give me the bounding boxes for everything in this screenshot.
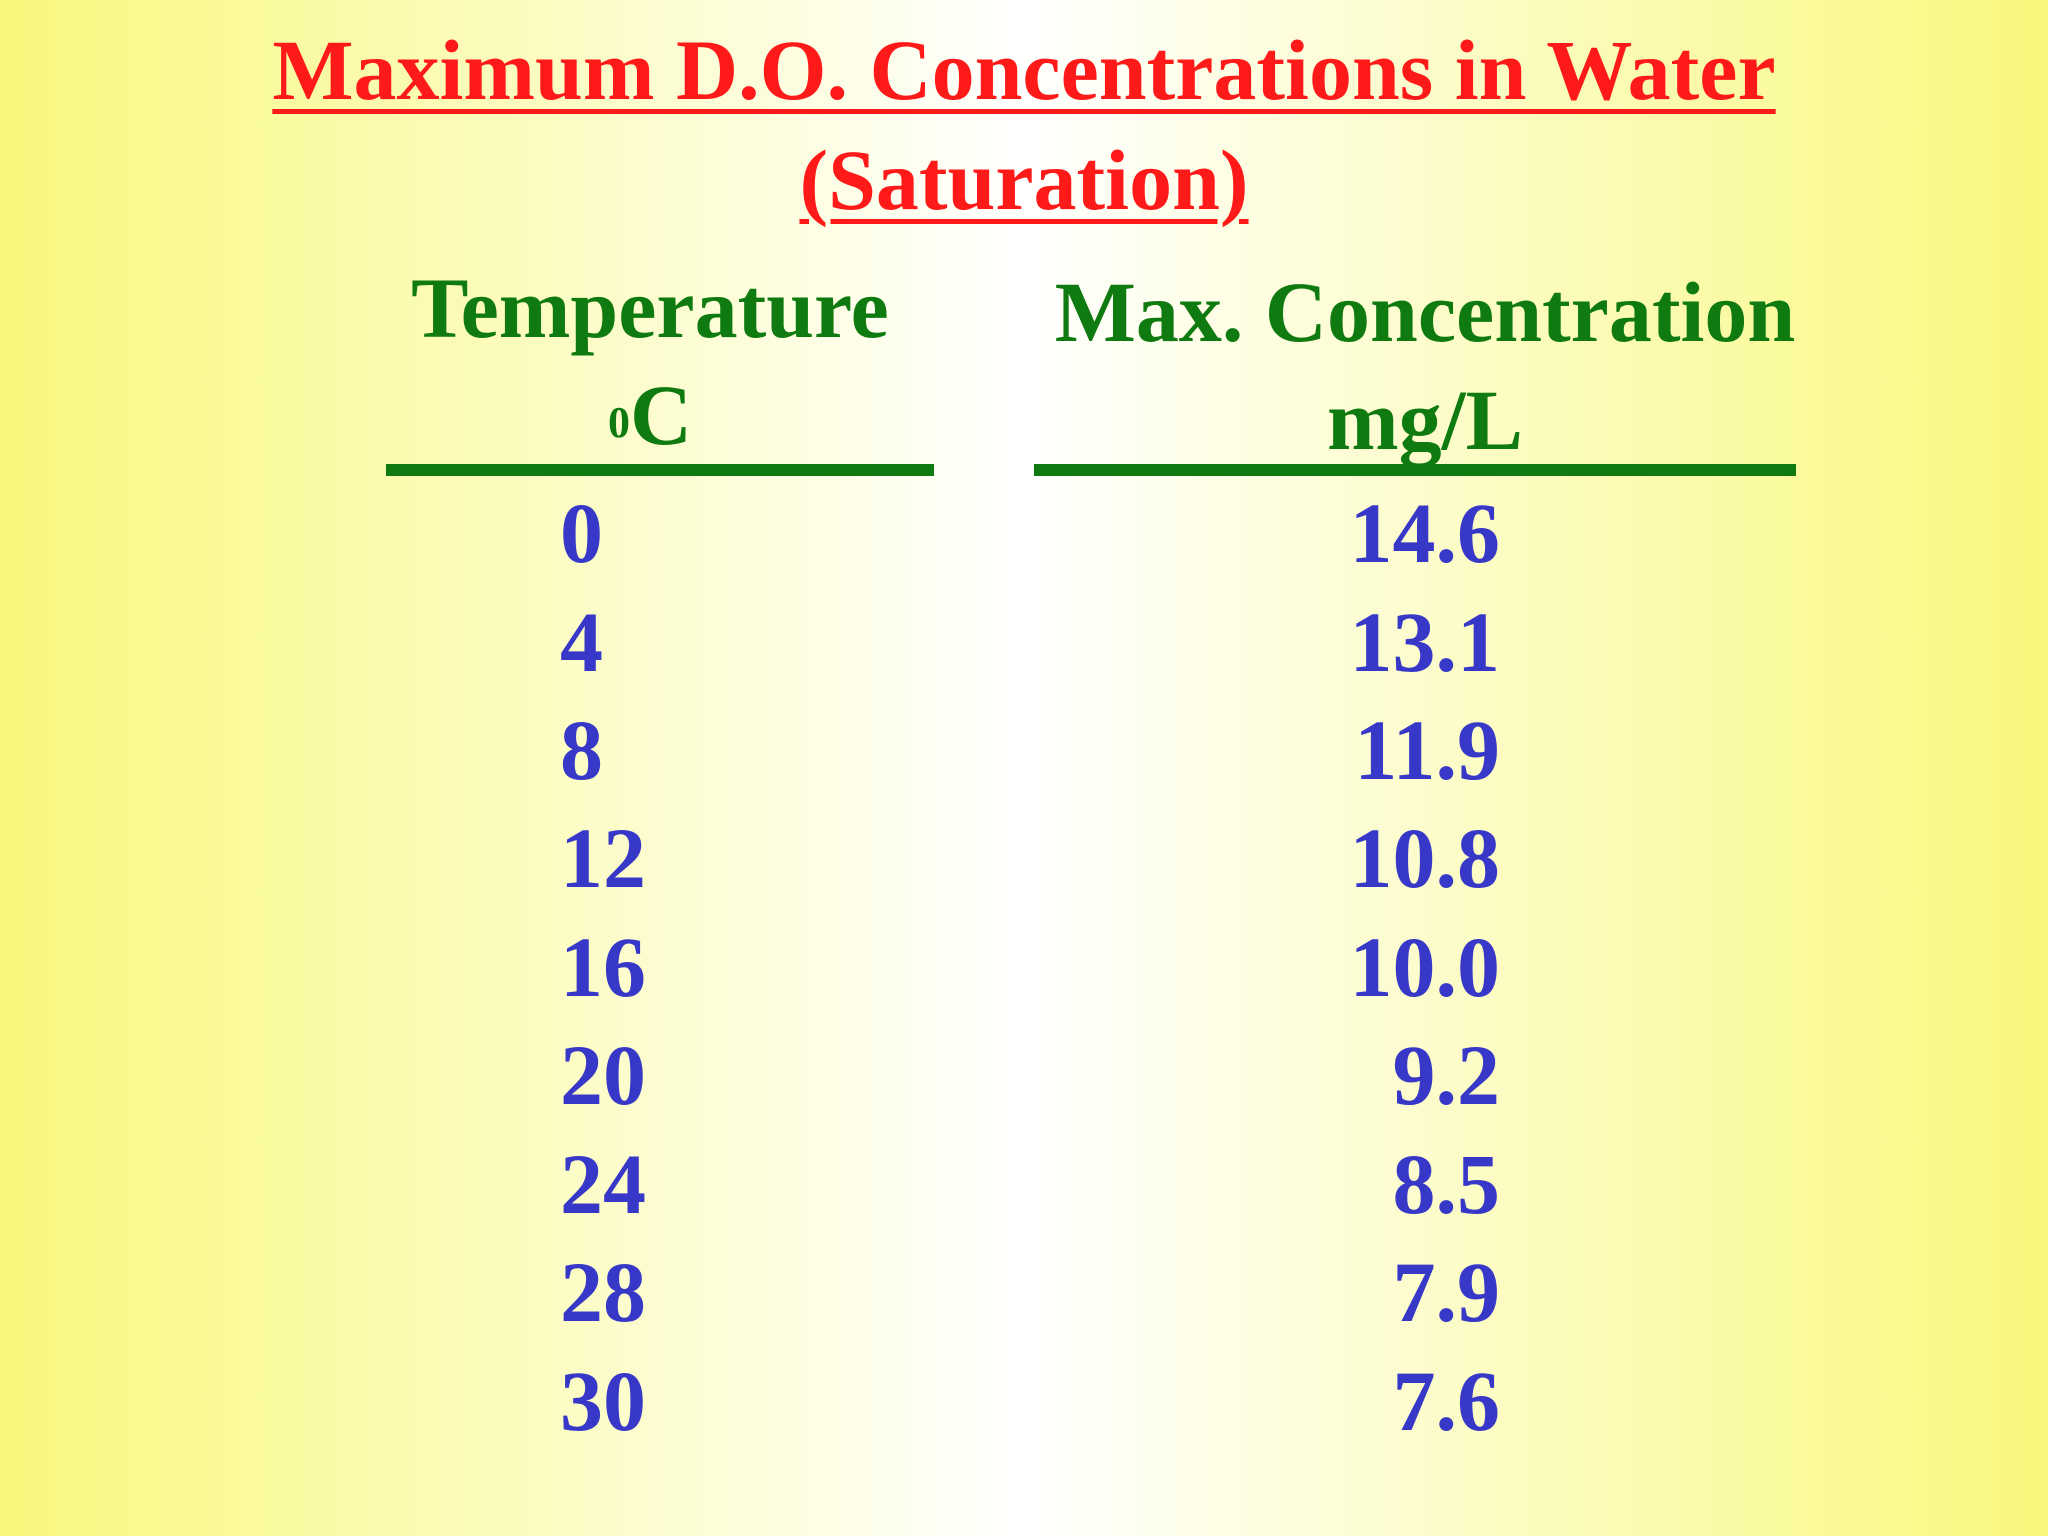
- temperature-header-rule: [386, 464, 934, 476]
- concentration-cell: 10.0: [1349, 919, 1501, 1015]
- concentration-header: Max. Concentration: [1054, 264, 1796, 360]
- concentration-header-rule: [1034, 464, 1796, 476]
- temperature-cell: 12: [560, 810, 646, 906]
- temperature-unit-superscript: 0: [607, 398, 630, 447]
- temperature-header: Temperature: [411, 260, 889, 356]
- concentration-cell: 9.2: [1392, 1027, 1501, 1123]
- temperature-cell: 8: [560, 702, 603, 798]
- temperature-cell: 4: [560, 594, 603, 690]
- concentration-cell: 7.6: [1392, 1353, 1501, 1449]
- temperature-cell: 30: [560, 1353, 646, 1449]
- concentration-cell: 7.9: [1392, 1244, 1501, 1340]
- concentration-cell: 11.9: [1354, 702, 1500, 798]
- concentration-cell: 10.8: [1349, 810, 1501, 906]
- temperature-cell: 0: [560, 485, 603, 581]
- temperature-cell: 16: [560, 919, 646, 1015]
- temperature-cell: 28: [560, 1244, 646, 1340]
- temperature-cell: 24: [560, 1136, 646, 1232]
- slide-subtitle: (Saturation): [799, 132, 1249, 228]
- concentration-cell: 8.5: [1392, 1136, 1501, 1232]
- concentration-cell: 13.1: [1349, 594, 1501, 690]
- concentration-cell: 14.6: [1349, 485, 1501, 581]
- temperature-unit-symbol: C: [629, 367, 693, 463]
- temperature-unit: 0C: [390, 365, 910, 465]
- temperature-cell: 20: [560, 1027, 646, 1123]
- concentration-unit: mg/L: [1327, 372, 1523, 468]
- slide-title: Maximum D.O. Concentrations in Water: [272, 22, 1776, 118]
